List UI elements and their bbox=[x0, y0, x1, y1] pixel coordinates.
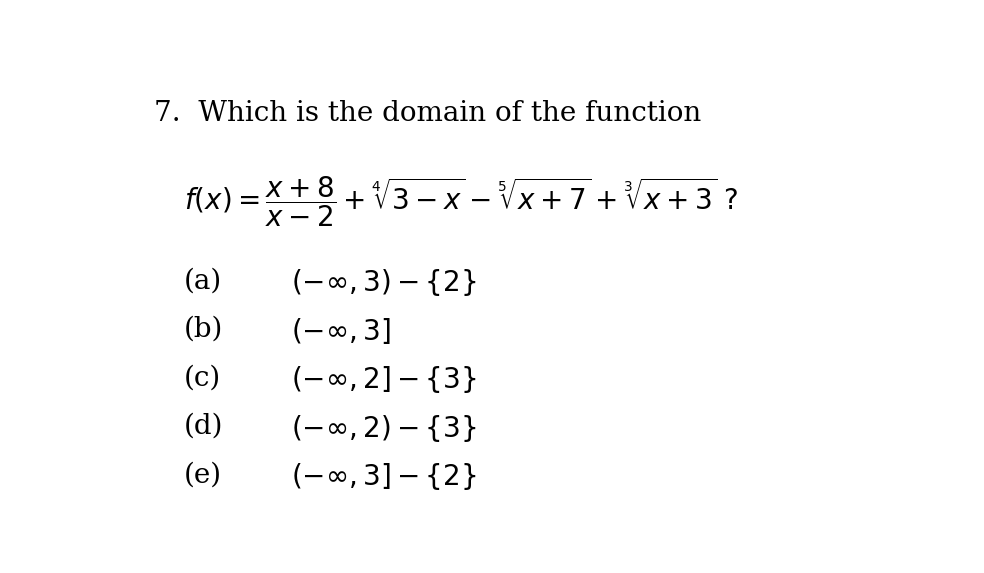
Text: $f(x) = \dfrac{x+8}{x-2} + \sqrt[4]{3-x} - \sqrt[5]{x+7} + \sqrt[3]{x+3}\;?$: $f(x) = \dfrac{x+8}{x-2} + \sqrt[4]{3-x}… bbox=[184, 175, 738, 229]
Text: (b): (b) bbox=[184, 316, 223, 343]
Text: $(-\infty, 3] - \{2\}$: $(-\infty, 3] - \{2\}$ bbox=[291, 461, 476, 492]
Text: (d): (d) bbox=[184, 413, 223, 440]
Text: (c): (c) bbox=[184, 364, 221, 391]
Text: $(-\infty, 2] - \{3\}$: $(-\infty, 2] - \{3\}$ bbox=[291, 364, 476, 395]
Text: $(-\infty, 2) - \{3\}$: $(-\infty, 2) - \{3\}$ bbox=[291, 413, 476, 444]
Text: (e): (e) bbox=[184, 461, 222, 488]
Text: $(-\infty, 3]$: $(-\infty, 3]$ bbox=[291, 316, 391, 346]
Text: (a): (a) bbox=[184, 267, 222, 295]
Text: 7.  Which is the domain of the function: 7. Which is the domain of the function bbox=[154, 100, 701, 127]
Text: $(-\infty, 3) - \{2\}$: $(-\infty, 3) - \{2\}$ bbox=[291, 267, 476, 299]
